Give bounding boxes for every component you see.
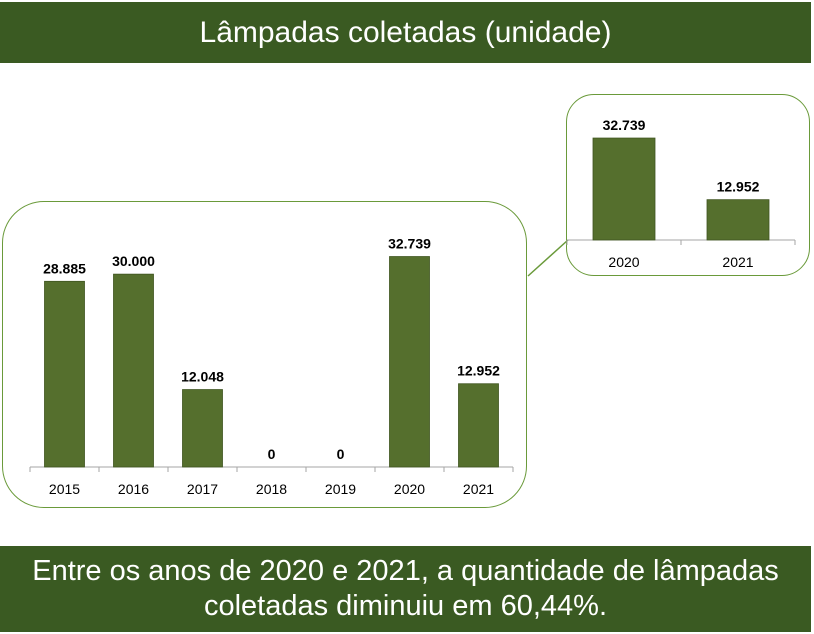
footer-text-line1: Entre os anos de 2020 e 2021, a quantida…	[32, 555, 779, 588]
bar-2016	[113, 273, 154, 468]
data-label-2020: 32.739	[603, 117, 646, 133]
bar-2017	[182, 389, 223, 468]
data-label-2021: 12.952	[457, 363, 500, 379]
callout-connector-line	[527, 239, 569, 277]
chart-title: Lâmpadas coletadas (unidade)	[199, 15, 612, 49]
x-tick-label-2021: 2021	[463, 481, 494, 497]
bar-2021	[458, 383, 499, 468]
data-label-2016: 30.000	[112, 253, 155, 269]
footer-text-line2: coletadas diminuiu em 60,44%.	[203, 590, 607, 622]
bar-2020	[592, 137, 656, 241]
x-tick-label-2017: 2017	[187, 481, 218, 497]
inset-bar-chart: 32.739 2020 12.952 2021	[566, 117, 796, 270]
x-tick-label-2015: 2015	[49, 481, 80, 497]
bar-2021	[706, 199, 770, 241]
footer-banner: Entre os anos de 2020 e 2021, a quantida…	[0, 546, 811, 632]
data-label-2020: 32.739	[388, 236, 431, 252]
x-tick-label-2016: 2016	[118, 481, 149, 497]
data-label-2018: 0	[268, 446, 276, 462]
data-label-2021: 12.952	[717, 179, 760, 195]
title-banner: Lâmpadas coletadas (unidade)	[0, 2, 811, 63]
bar-2020	[389, 256, 430, 468]
x-tick-label-2020: 2020	[394, 481, 425, 497]
data-label-2019: 0	[337, 446, 345, 462]
x-tick-label-2021: 2021	[722, 254, 753, 270]
data-label-2015: 28.885	[43, 260, 86, 276]
x-tick-label-2020: 2020	[608, 254, 639, 270]
data-label-2017: 12.048	[181, 369, 224, 385]
x-tick-label-2019: 2019	[325, 481, 356, 497]
bar-2015	[44, 280, 85, 468]
x-tick-label-2018: 2018	[256, 481, 287, 497]
main-chart-panel	[2, 201, 527, 508]
main-bar-chart: 28.885 2015 30.000 2016 12.048 2017 0 2018 0 2019…	[29, 236, 514, 497]
inset-chart-panel	[566, 94, 810, 276]
